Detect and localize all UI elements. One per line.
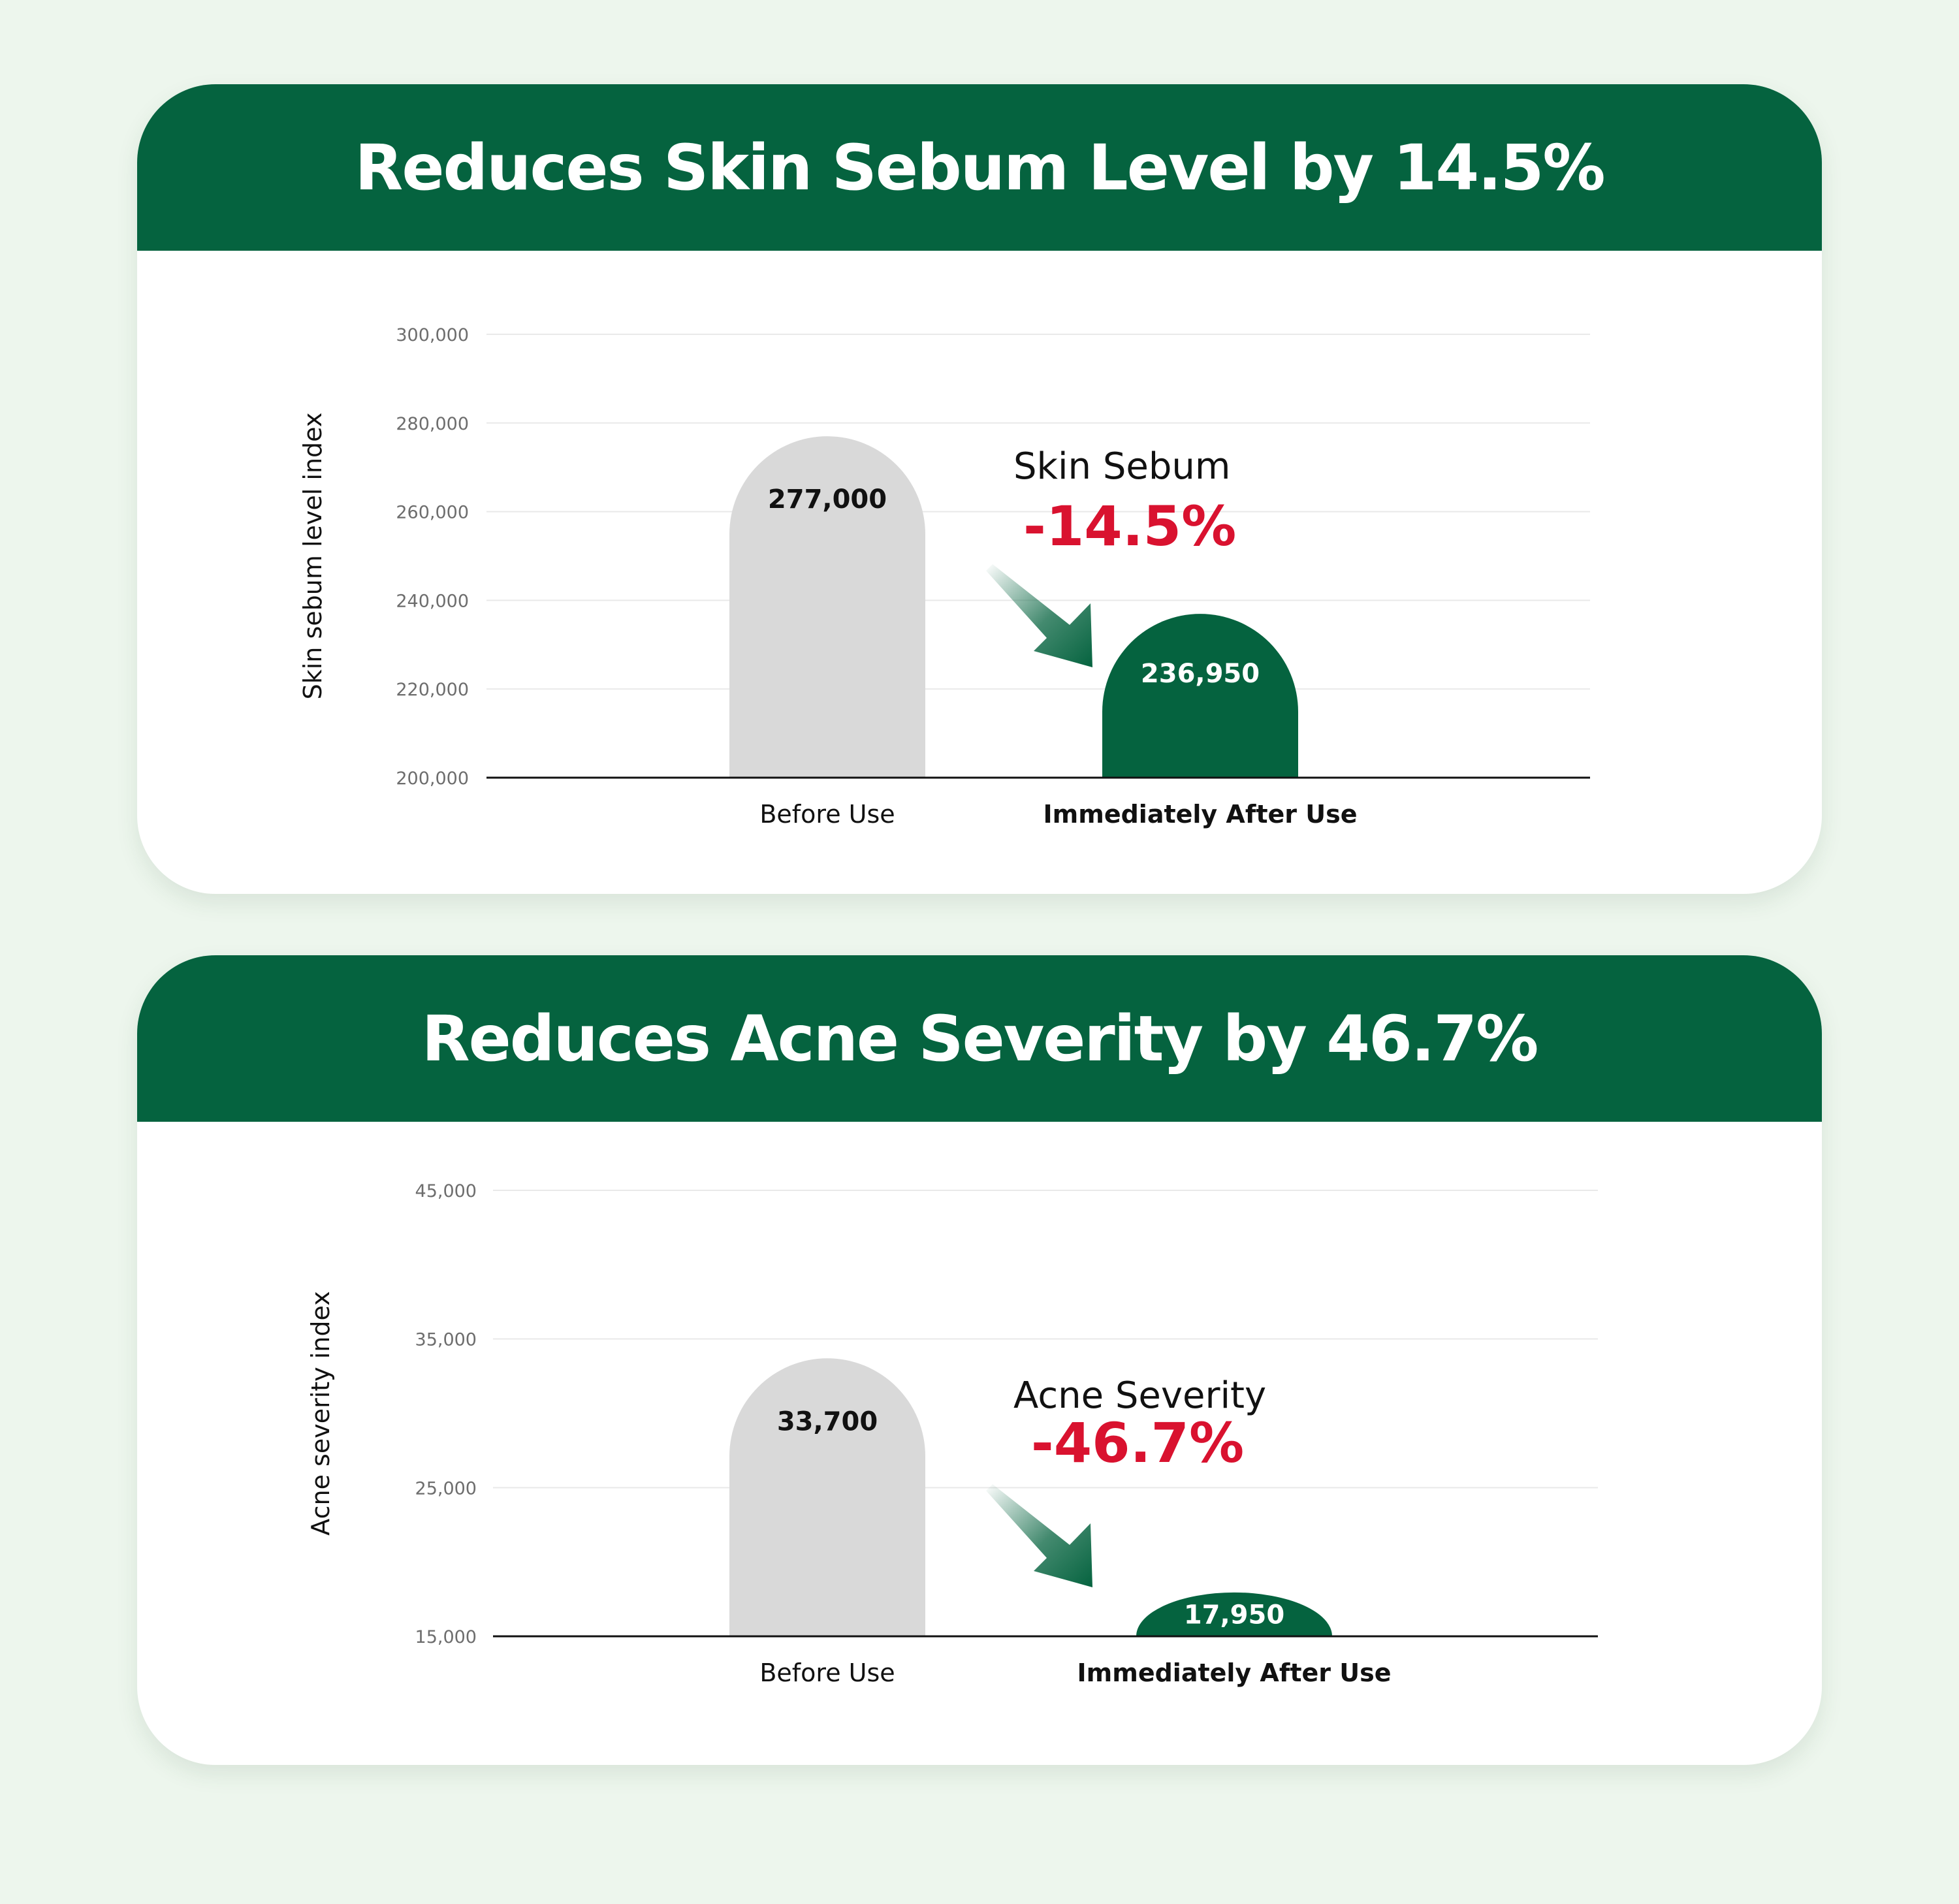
acne-bar-before-use: [729, 1358, 926, 1636]
acne-y-tick-label: 45,000: [415, 1181, 477, 1201]
sebum-bar-value-before-use: 277,000: [768, 484, 887, 515]
sebum-bar-value-after-use: 236,950: [1141, 659, 1260, 689]
sebum-down-arrow-icon: [986, 564, 1092, 667]
sebum-annotation-label: Skin Sebum: [1013, 445, 1230, 488]
sebum-y-tick-label: 240,000: [396, 591, 469, 611]
sebum-y-tick-label: 200,000: [396, 769, 469, 789]
acne-bar-value-after-use: 17,950: [1184, 1600, 1284, 1630]
acne-chart: 15,000 25,000 35,000 45,000 Acne severity in…: [306, 1181, 1598, 1687]
sebum-chart-card: Reduces Skin Sebum Level by 14.5% 200,00…: [137, 84, 1822, 894]
sebum-chart: 200,000 220,000 240,000 260,000 280,000 300,0…: [298, 325, 1590, 829]
acne-chart-title: Reduces Acne Severity by 46.7%: [137, 955, 1822, 1122]
acne-bar-after-use: [1136, 1592, 1332, 1636]
acne-y-tick-label: 25,000: [415, 1478, 477, 1499]
sebum-x-tick-label-after-use: Immediately After Use: [1043, 800, 1357, 829]
acne-annotation-change: -46.7%: [1031, 1411, 1244, 1475]
sebum-x-tick-label-before-use: Before Use: [759, 800, 895, 829]
sebum-bar-after-use: [1102, 614, 1298, 778]
sebum-annotation-change: -14.5%: [1023, 494, 1236, 558]
sebum-y-tick-label: 280,000: [396, 414, 469, 434]
acne-x-tick-label-after-use: Immediately After Use: [1077, 1658, 1391, 1687]
sebum-y-tick-label: 300,000: [396, 325, 469, 345]
sebum-y-tick-label: 260,000: [396, 503, 469, 523]
acne-annotation-label: Acne Severity: [1013, 1374, 1266, 1417]
sebum-y-tick-label: 220,000: [396, 680, 469, 700]
acne-chart-card: Reduces Acne Severity by 46.7% 15,000 25,…: [137, 955, 1822, 1765]
acne-y-axis-label: Acne severity index: [306, 1291, 335, 1535]
acne-y-tick-label: 15,000: [415, 1627, 477, 1647]
acne-down-arrow-icon: [986, 1484, 1092, 1587]
sebum-y-axis-label: Skin sebum level index: [298, 413, 327, 700]
sebum-chart-title: Reduces Skin Sebum Level by 14.5%: [137, 84, 1822, 251]
acne-x-tick-label-before-use: Before Use: [759, 1658, 895, 1687]
acne-bar-value-before-use: 33,700: [777, 1406, 878, 1436]
sebum-bar-before-use: [729, 436, 926, 778]
acne-y-tick-label: 35,000: [415, 1330, 477, 1350]
